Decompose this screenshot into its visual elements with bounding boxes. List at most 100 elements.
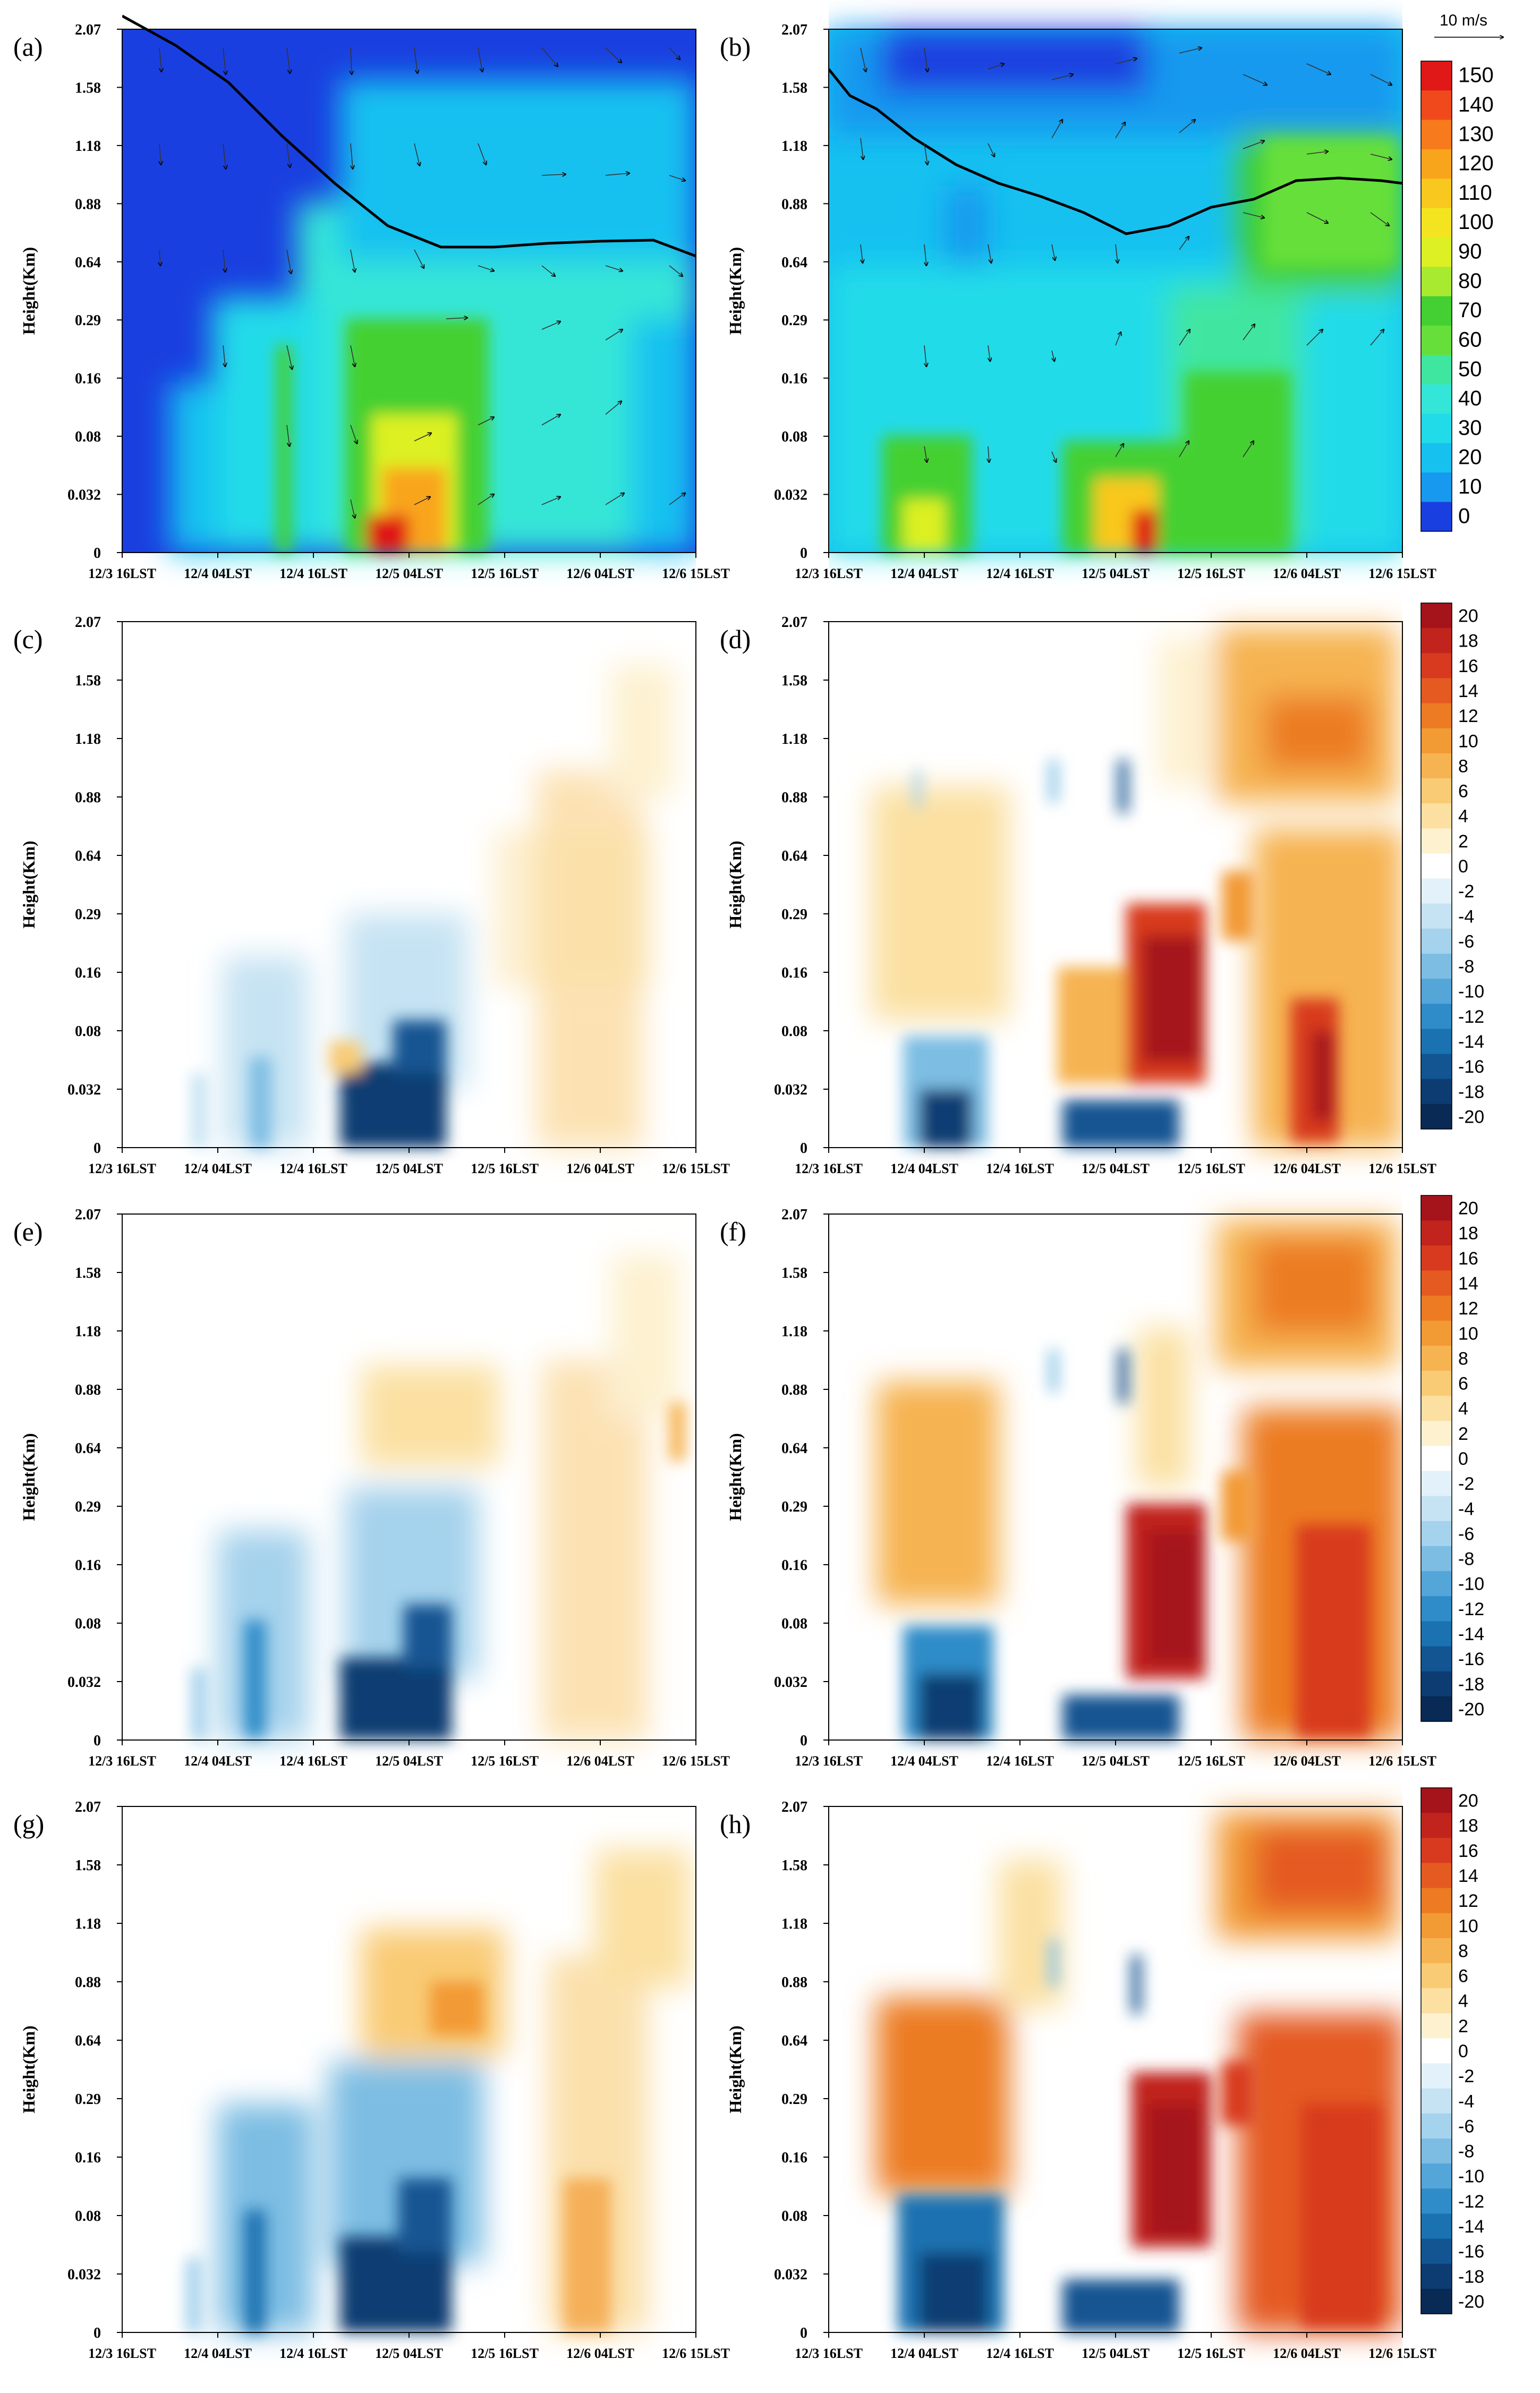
colorbar-label: 4 <box>1458 1399 1468 1419</box>
y-tick-label: 0.29 <box>75 2091 101 2108</box>
colorbar-swatch <box>1421 267 1452 296</box>
x-tick-label: 12/5 16LST <box>471 566 539 581</box>
y-tick-label: 1.58 <box>781 1265 807 1282</box>
colorbar-label: 120 <box>1458 152 1494 175</box>
panel-b <box>829 29 1402 553</box>
colorbar-swatch <box>1421 703 1452 729</box>
colorbar-swatch <box>1421 325 1452 355</box>
colorbar-swatch <box>1421 1079 1452 1105</box>
x-tick-label: 12/4 04LST <box>890 566 958 581</box>
x-tick-label: 12/6 15LST <box>662 2346 730 2361</box>
x-tick-label: 12/4 16LST <box>279 1161 347 1176</box>
y-tick-label: 0.032 <box>67 1082 101 1098</box>
panel-label-c: (c) <box>13 624 43 654</box>
colorbar-label: 30 <box>1458 416 1482 439</box>
y-tick-label: 0.29 <box>75 312 101 329</box>
y-tick-label: 1.18 <box>781 1916 807 1932</box>
y-tick-label: 0.29 <box>75 1499 101 1515</box>
colorbar-label: -10 <box>1458 982 1484 1002</box>
colorbar-label: 90 <box>1458 240 1482 264</box>
y-tick-label: 0.16 <box>75 2150 101 2166</box>
colorbars: 1501401301201101009080706050403020100201… <box>1420 61 1494 2314</box>
colorbar-swatch <box>1421 603 1452 629</box>
colorbar-label: 14 <box>1458 1866 1478 1886</box>
y-tick-label: 0 <box>800 2325 807 2341</box>
y-axis-label: Height(Km) <box>19 247 38 335</box>
y-tick-label: 1.18 <box>75 1916 101 1932</box>
x-tick-label: 12/5 04LST <box>1082 1753 1150 1769</box>
y-tick-label: 0.08 <box>781 1023 807 1040</box>
colorbar-label: 16 <box>1458 1841 1478 1861</box>
panel-label-d: (d) <box>720 624 751 654</box>
colorbar-label: 10 <box>1458 731 1478 751</box>
colorbar-label: -16 <box>1458 1649 1484 1669</box>
y-tick-label: 0 <box>93 1140 101 1157</box>
colorbar-label: 2 <box>1458 2016 1468 2036</box>
colorbar-label: 40 <box>1458 387 1482 410</box>
colorbar-swatch <box>1421 1963 1452 1989</box>
wind-arrows-a <box>159 47 685 518</box>
colorbar-difference-f: 20181614121086420-2-4-6-8-10-12-14-16-18… <box>1420 1195 1484 1722</box>
y-tick-label: 1.58 <box>781 673 807 689</box>
axes-b: 0 0.032 0.08 0.16 0.29 0.64 0.88 1.18 1.58 2.07 12… <box>726 22 1436 581</box>
y-axis-label: Height(Km) <box>726 2025 745 2113</box>
colorbar-swatch <box>1421 2163 1452 2189</box>
colorbar-swatch <box>1421 1471 1452 1497</box>
colorbar-swatch <box>1421 1320 1452 1346</box>
x-tick-label: 12/4 16LST <box>986 1753 1054 1769</box>
colorbar-label: 100 <box>1458 210 1494 234</box>
colorbar-swatch <box>1421 1270 1452 1296</box>
x-tick-label: 12/6 04LST <box>566 1161 634 1176</box>
colorbar-difference-d: 20181614121086420-2-4-6-8-10-12-14-16-18… <box>1420 603 1484 1130</box>
axes-e: 0 0.032 0.08 0.16 0.29 0.64 0.88 1.18 1.58 2.07 12… <box>19 1207 730 1769</box>
colorbar-swatch <box>1421 2213 1452 2239</box>
colorbar-swatch <box>1421 928 1452 954</box>
colorbar-swatch <box>1421 653 1452 678</box>
y-tick-label: 0 <box>93 1733 101 1749</box>
colorbar-label: 140 <box>1458 93 1494 116</box>
colorbar-label: 8 <box>1458 756 1468 776</box>
y-tick-label: 0.032 <box>67 1674 101 1691</box>
colorbar-label: 14 <box>1458 681 1478 701</box>
colorbar-label: 0 <box>1458 856 1468 877</box>
colorbar-swatch <box>1421 678 1452 704</box>
colorbar-label: -6 <box>1458 931 1474 952</box>
colorbar-swatch <box>1421 1646 1452 1672</box>
colorbar-label: -14 <box>1458 1624 1484 1644</box>
x-tick-label: 12/6 04LST <box>1273 566 1341 581</box>
axes-c: 0 0.032 0.08 0.16 0.29 0.64 0.88 1.18 1.58 2.07 12… <box>19 614 730 1176</box>
colorbar-swatch <box>1421 828 1452 854</box>
colorbar-swatch <box>1421 903 1452 929</box>
colorbar-label: 6 <box>1458 782 1468 802</box>
x-tick-label: 12/4 04LST <box>890 1161 958 1176</box>
y-tick-label: 0.88 <box>781 790 807 806</box>
x-tick-label: 12/6 15LST <box>662 1753 730 1769</box>
x-tick-label: 12/4 04LST <box>890 2346 958 2361</box>
x-tick-label: 12/6 15LST <box>1368 566 1436 581</box>
y-tick-label: 1.58 <box>781 80 807 96</box>
y-tick-label: 0.29 <box>781 906 807 923</box>
colorbar-label: -14 <box>1458 1032 1484 1052</box>
colorbar-swatch <box>1421 628 1452 654</box>
panel-label-f: (f) <box>720 1217 746 1246</box>
wind-arrows-b <box>860 48 1392 462</box>
colorbar-swatch <box>1421 1220 1452 1246</box>
x-tick-label: 12/3 16LST <box>795 1753 863 1769</box>
colorbar-swatch <box>1421 208 1452 238</box>
y-tick-label: 1.18 <box>781 1323 807 1340</box>
y-tick-label: 1.58 <box>75 673 101 689</box>
y-tick-label: 0.29 <box>781 2091 807 2108</box>
colorbar-label: -4 <box>1458 906 1474 927</box>
y-tick-label: 0 <box>93 545 101 562</box>
colorbar-label: -10 <box>1458 1574 1484 1594</box>
reference-vector: 10 m/s <box>1434 12 1503 37</box>
x-tick-label: 12/4 16LST <box>986 566 1054 581</box>
colorbar-frame <box>1420 1195 1452 1722</box>
colorbar-label: -16 <box>1458 1057 1484 1077</box>
y-tick-label: 2.07 <box>75 614 101 631</box>
y-tick-label: 0.64 <box>781 848 807 864</box>
x-tick-label: 12/5 04LST <box>1082 1161 1150 1176</box>
y-tick-label: 1.58 <box>75 1857 101 1874</box>
colorbar-label: -18 <box>1458 1082 1484 1102</box>
